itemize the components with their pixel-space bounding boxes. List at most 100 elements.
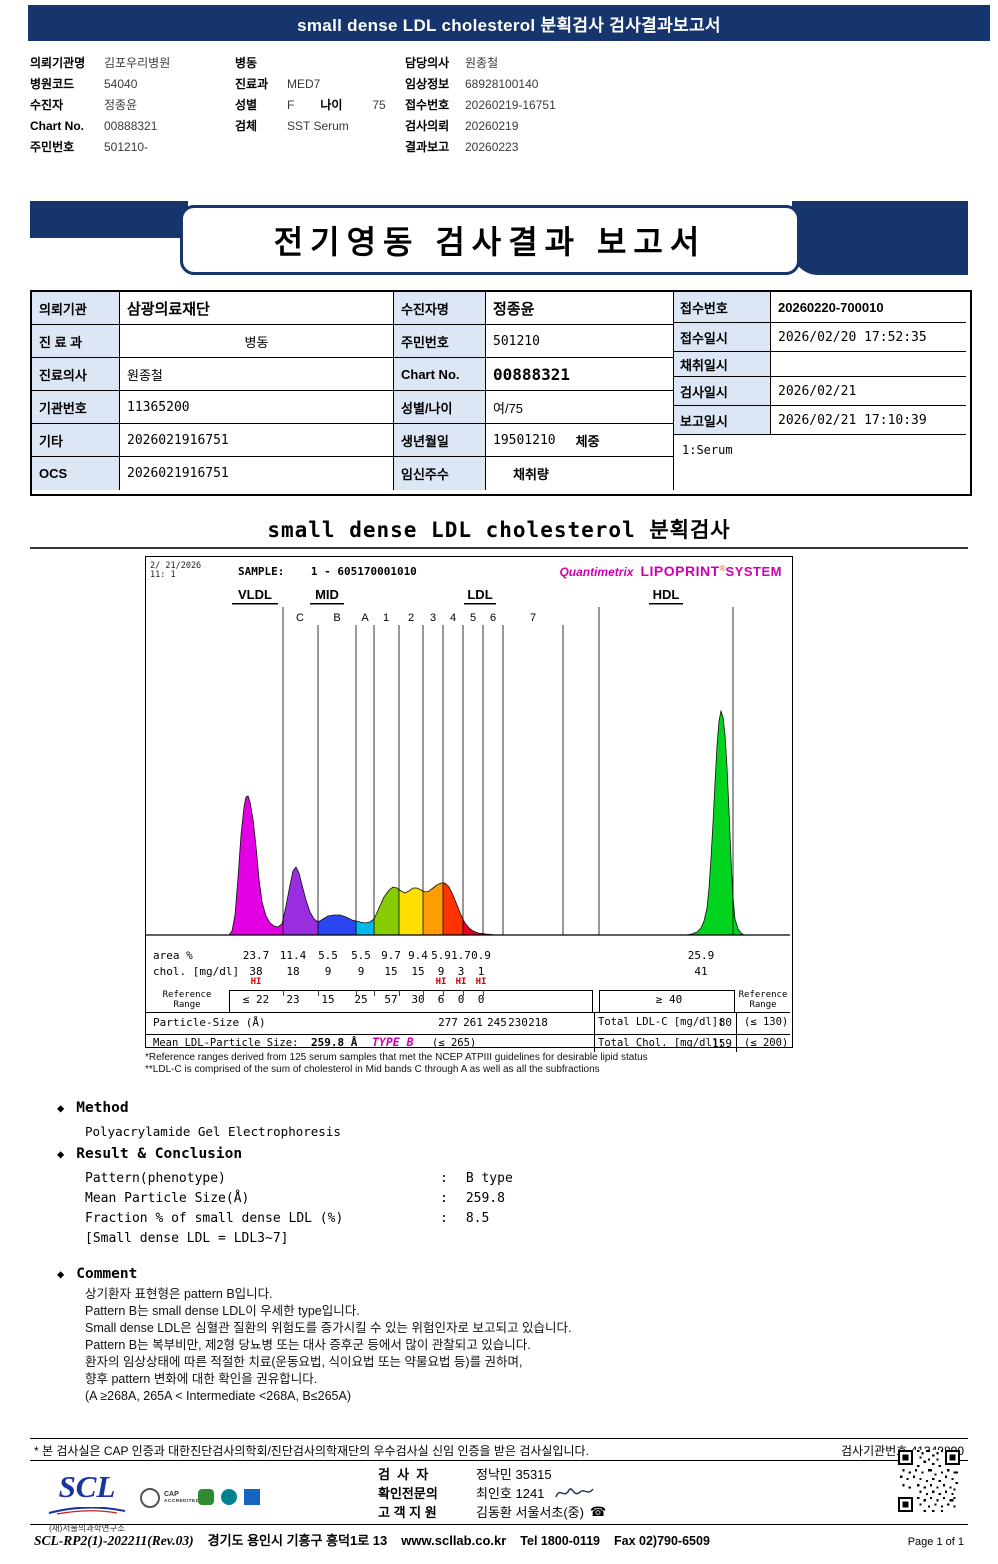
particle-size-value: 261 [463, 1016, 483, 1029]
area-value: 5.5 [351, 949, 371, 962]
scl-swoosh-icon [48, 1506, 126, 1515]
staff-value: 정낙민 35315 [476, 1467, 552, 1482]
info-table-label: 접수번호 [674, 292, 771, 322]
reference-value: ≥ 40 [655, 993, 683, 1006]
comment-heading: ◆ Comment [57, 1266, 137, 1282]
info-table-value: 00888321 [486, 358, 674, 391]
accreditation-logo-icon [244, 1489, 260, 1505]
chart-header: 2/ 21/2026 11: 1 SAMPLE: 1 - 60517000101… [146, 557, 792, 583]
reference-value: 6 [437, 993, 445, 1006]
info-table-label: 생년월일 [394, 424, 486, 457]
type-b-badge: TYPE B [372, 1035, 414, 1049]
result-label: Fraction % of small dense LDL (%) [85, 1210, 344, 1226]
reference-tick [374, 990, 375, 996]
info-table-label: 접수일시 [674, 323, 771, 351]
patient-label: 담당의사 [405, 56, 450, 70]
footnote: *Reference ranges derived from 125 serum… [145, 1052, 648, 1063]
diamond-icon: ◆ [57, 1101, 65, 1115]
patient-value: 00888321 [104, 118, 158, 133]
patient-info: 의뢰기관명 김포우리병원 병원코드 54040 수진자 정종윤 Chart No… [30, 52, 968, 186]
patient-label: 나이 [320, 98, 343, 112]
reference-value: 0 [477, 993, 485, 1006]
footer-rule [30, 1524, 968, 1525]
band-label-ldl: LDL [467, 587, 492, 602]
info-table-value: 19501210 체중 [486, 424, 674, 457]
patient-info-col3: 담당의사 원종철 임상정보 68928100140 접수번호 20260219-… [405, 52, 556, 157]
result-heading: ◆ Result & Conclusion [57, 1146, 242, 1162]
patient-value: 20260223 [465, 139, 519, 154]
info-table-value: 2026/02/21 [778, 383, 857, 399]
reference-range-label-line: Range [173, 1000, 201, 1010]
brand-lipoprint: LIPOPRINT [640, 563, 720, 579]
patient-label: 병원코드 [30, 77, 75, 91]
comment-line: (A ≥268A, 265A < Intermediate <268A, B≤2… [85, 1389, 351, 1403]
info-row: 접수일시 2026/02/20 17:52:35 [674, 323, 966, 352]
patient-value: 정종윤 [104, 98, 138, 112]
footer-rule [30, 1438, 968, 1439]
footer-address: 경기도 용인시 기흥구 흥덕1로 13 [207, 1533, 388, 1548]
reference-range-label-line: Reference [162, 990, 212, 1000]
reference-tick [443, 990, 444, 996]
result-value: 259.8 [465, 1190, 505, 1206]
band-underline [649, 603, 683, 605]
info-table-label: 검사일시 [674, 377, 771, 405]
brand-quantimetrix: Quantimetrix [559, 565, 634, 579]
chol-value: 18 [286, 965, 300, 978]
info-table-value: 채취량 [486, 457, 674, 490]
comment-heading-text: Comment [76, 1266, 138, 1282]
patient-label: 병동 [235, 56, 258, 70]
patient-row: 접수번호 20260219-16751 [405, 94, 556, 115]
result-value: B type [465, 1170, 513, 1186]
subband-label: 7 [530, 612, 536, 624]
patient-row: 담당의사 원종철 [405, 52, 556, 73]
info-table-value: 병동 [120, 325, 394, 358]
chart-table: area % 23.7 11.4 5.5 5.5 9.7 9.4 5.9 1.7… [146, 946, 792, 1052]
band-label-hdl: HDL [653, 587, 680, 602]
patient-value: 501210- [104, 139, 149, 154]
info-row: 보고일시 2026/02/21 17:10:39 [674, 406, 966, 435]
reference-value: 23 [286, 993, 300, 1006]
total-chol-value: 159 [712, 1037, 732, 1050]
result-colon: : [440, 1190, 448, 1206]
staff-row: 고 객 지 원 김동환 서울서초(중) ☎ [378, 1502, 606, 1521]
reference-value: 30 [411, 993, 425, 1006]
staff-label: 고 객 지 원 [378, 1505, 437, 1520]
staff-value: 김동환 서울서초(중) [476, 1505, 584, 1520]
cap-seal-icon [140, 1488, 160, 1508]
total-ldl-label: Total LDL-C [mg/dl]: [598, 1016, 725, 1028]
qr-code [898, 1450, 960, 1512]
diamond-icon: ◆ [57, 1147, 65, 1161]
subband-label: A [361, 612, 369, 624]
serum-note: 1:Serum [682, 443, 733, 457]
title-bar: small dense LDL cholesterol 분획검사 검사결과보고서 [28, 5, 990, 41]
reference-tick [483, 990, 484, 996]
patient-label: Chart No. [30, 118, 84, 133]
patient-label: 주민번호 [30, 140, 75, 154]
hi-flag: HI [435, 977, 447, 987]
band-label-vldl: VLDL [238, 587, 272, 602]
comment-line: 환자의 임상상태에 따른 적절한 치료(운동요법, 식이요법 또는 약물요법 등… [85, 1355, 523, 1369]
patient-info-col1: 의뢰기관명 김포우리병원 병원코드 54040 수진자 정종윤 Chart No… [30, 52, 170, 157]
result-heading-text: Result & Conclusion [76, 1146, 243, 1162]
result-colon: : [440, 1170, 448, 1186]
chart-table-divider [736, 1012, 737, 1052]
staff-block: 검 사 자 정낙민 35315 확인전문의 최인호 1241 고 객 지 원 김… [378, 1464, 606, 1521]
comment-line: Small dense LDL은 심혈관 질환의 위험도를 증가시킬 수 있는 … [85, 1321, 572, 1335]
cap-logo: CAP ACCREDITED [140, 1488, 199, 1508]
chart-table-rule [146, 1012, 790, 1013]
phone-icon: ☎ [589, 1503, 607, 1519]
cap-logo-text: CAP ACCREDITED [164, 1491, 199, 1505]
patient-row: 임상정보 68928100140 [405, 73, 556, 94]
patient-label: 성별 [235, 98, 258, 112]
info-table-label: 보고일시 [674, 406, 771, 434]
chol-value: 41 [694, 965, 708, 978]
footnote: **LDL-C is comprised of the sum of chole… [145, 1064, 600, 1075]
result-rows: Pattern(phenotype) : B type Mean Particl… [85, 1168, 513, 1248]
patient-label: 검사의뢰 [405, 119, 450, 133]
info-table-value: 여/75 [486, 391, 674, 424]
patient-value: SST Serum [287, 118, 349, 133]
comment-line: 상기환자 표현형은 pattern B입니다. [85, 1287, 273, 1301]
result-label: Mean Particle Size(Å) [85, 1190, 250, 1206]
patient-value: 75 [372, 97, 386, 112]
area-label: area % [153, 949, 193, 962]
